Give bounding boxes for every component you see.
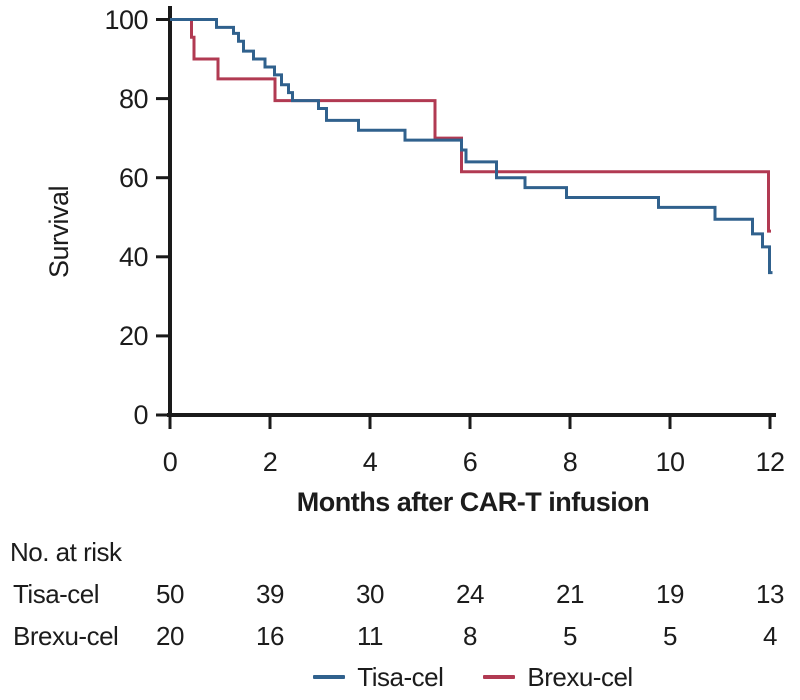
y-tick-label: 80 — [118, 83, 149, 114]
risk-count: 8 — [463, 621, 477, 651]
risk-count: 11 — [357, 621, 384, 651]
x-tick-label: 12 — [755, 447, 785, 477]
risk-count: 19 — [656, 579, 684, 609]
risk-count: 13 — [756, 579, 784, 609]
y-tick-label: 0 — [133, 400, 148, 430]
legend-item: Brexu-cel — [483, 662, 633, 692]
risk-row-label-tisa-cel: Tisa-cel — [13, 579, 100, 609]
x-tick-label: 10 — [655, 447, 685, 477]
risk-count: 24 — [456, 579, 484, 609]
risk-row-label-brexu-cel: Brexu-cel — [13, 621, 119, 651]
y-tick-label: 20 — [118, 320, 149, 351]
risk-count: 16 — [256, 621, 284, 651]
legend-item: Tisa-cel — [313, 662, 444, 692]
risk-count: 5 — [563, 621, 577, 651]
y-tick-label: 100 — [104, 4, 148, 35]
y-tick-label: 40 — [118, 241, 149, 272]
risk-table-header: No. at risk — [10, 537, 122, 567]
brexu-cel-curve — [170, 18, 771, 233]
legend-swatch-icon — [313, 675, 346, 679]
x-tick-label: 4 — [362, 447, 378, 477]
tisa-cel-curve — [170, 18, 773, 275]
risk-count: 39 — [256, 579, 284, 609]
legend-label: Brexu-cel — [527, 662, 633, 692]
y-tick-label: 60 — [118, 162, 149, 193]
risk-count: 20 — [156, 621, 184, 651]
chart-legend: Tisa-cel Brexu-cel — [170, 660, 776, 694]
x-tick-label: 8 — [562, 447, 578, 477]
risk-count: 50 — [156, 579, 184, 609]
risk-count: 4 — [763, 621, 777, 651]
x-axis-title: Months after CAR-T infusion — [296, 487, 650, 517]
risk-count: 5 — [663, 621, 677, 651]
legend-label: Tisa-cel — [357, 662, 444, 692]
legend-swatch-icon — [483, 675, 516, 679]
x-tick-label: 0 — [162, 447, 178, 477]
risk-count: 21 — [556, 579, 584, 609]
risk-count: 30 — [356, 579, 384, 609]
x-tick-label: 2 — [262, 447, 278, 477]
x-tick-label: 6 — [462, 447, 478, 477]
